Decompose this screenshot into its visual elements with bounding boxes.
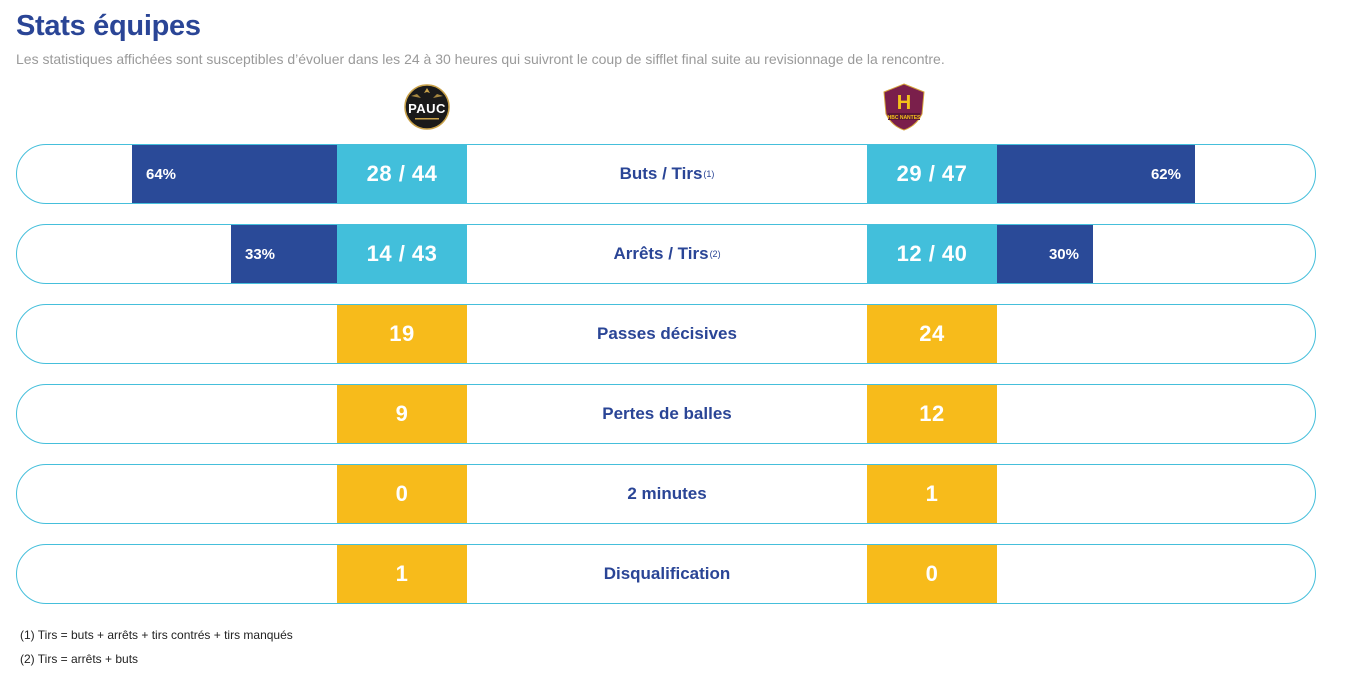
stat-label: Pertes de balles <box>602 404 732 423</box>
home-value: 14 / 43 <box>337 225 467 283</box>
stat-row-turnovers: 9 Pertes de balles 12 <box>16 384 1316 444</box>
away-value: 24 <box>867 305 997 363</box>
away-value: 12 / 40 <box>867 225 997 283</box>
stat-row-goals-shots: 64% 28 / 44 Buts / Tirs (1) 29 / 47 62% <box>16 144 1316 204</box>
away-value: 0 <box>867 545 997 603</box>
stat-row-two-minutes: 0 2 minutes 1 <box>16 464 1316 524</box>
footnote-marker: (1) <box>703 169 715 179</box>
home-value: 28 / 44 <box>337 145 467 203</box>
away-percent-label: 62% <box>1150 165 1181 183</box>
pauc-handball-logo-icon: PAUC <box>403 82 451 132</box>
away-value: 12 <box>867 385 997 443</box>
home-value: 19 <box>337 305 467 363</box>
home-percent-bar: 33% <box>231 225 337 283</box>
away-value: 1 <box>867 465 997 523</box>
stat-label: Arrêts / Tirs (2) <box>613 244 721 263</box>
stat-label: Buts / Tirs (1) <box>619 164 715 183</box>
footnote-shots: (1) Tirs = buts + arrêts + tirs contrés … <box>20 628 293 642</box>
stat-row-saves-shots: 33% 14 / 43 Arrêts / Tirs (2) 12 / 40 30% <box>16 224 1316 284</box>
page-title: Stats équipes <box>16 10 201 42</box>
away-percent-bar: 62% <box>997 145 1195 203</box>
svg-text:H: H <box>897 92 911 114</box>
home-value: 9 <box>337 385 467 443</box>
page-subtitle: Les statistiques affichées sont suscepti… <box>16 51 945 67</box>
stat-row-assists: 19 Passes décisives 24 <box>16 304 1316 364</box>
home-percent-bar: 64% <box>132 145 337 203</box>
home-percent-label: 64% <box>146 165 177 183</box>
footnote-saves: (2) Tirs = arrêts + buts <box>20 652 139 666</box>
stat-label: 2 minutes <box>627 484 707 503</box>
stat-label: Disqualification <box>603 564 731 583</box>
svg-text:PAUC: PAUC <box>408 101 446 116</box>
away-percent-label: 30% <box>1048 245 1079 263</box>
footnote-marker: (2) <box>709 249 721 259</box>
stat-label: Passes décisives <box>597 324 737 343</box>
hbc-nantes-logo-icon: H HBC NANTES <box>880 82 928 132</box>
away-percent-bar: 30% <box>997 225 1093 283</box>
home-value: 0 <box>337 465 467 523</box>
away-value: 29 / 47 <box>867 145 997 203</box>
home-value: 1 <box>337 545 467 603</box>
stat-row-disqualification: 1 Disqualification 0 <box>16 544 1316 604</box>
svg-text:HBC NANTES: HBC NANTES <box>888 115 921 121</box>
home-percent-label: 33% <box>245 245 276 263</box>
